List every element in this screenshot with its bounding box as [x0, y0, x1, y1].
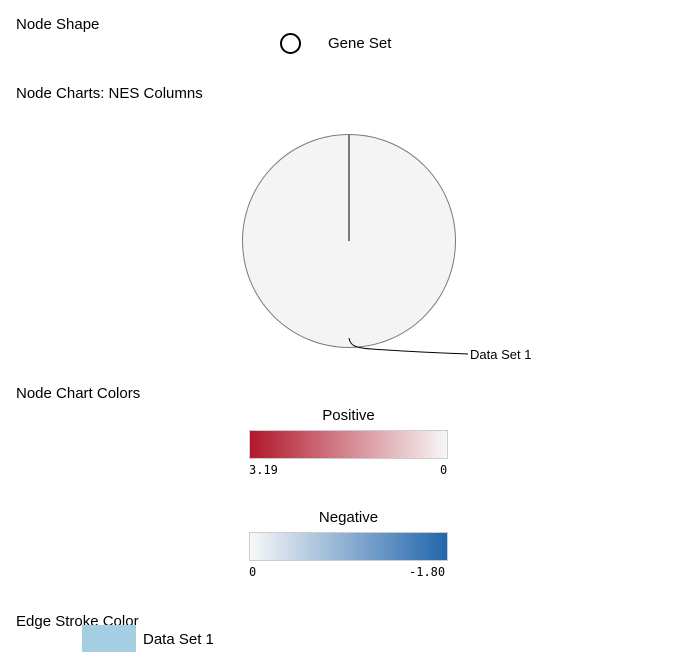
negative-scale-title: Negative: [318, 509, 379, 526]
edge-color-swatch: [82, 625, 136, 652]
node-shape-title: Node Shape: [16, 16, 100, 33]
negative-max-label: -1.80: [409, 565, 446, 579]
pie-slice-label: Data Set 1: [470, 347, 531, 362]
pie-label-leader-line: [348, 337, 469, 355]
node-charts-title: Node Charts: NES Columns: [16, 85, 203, 102]
gene-set-circle-icon: [280, 33, 301, 54]
gene-set-label: Gene Set: [328, 35, 392, 52]
negative-color-gradient: [249, 532, 448, 561]
positive-scale-title: Positive: [322, 407, 375, 424]
positive-max-label: 0: [440, 463, 448, 477]
positive-min-label: 3.19: [249, 463, 278, 477]
node-chart-colors-title: Node Chart Colors: [16, 385, 141, 402]
negative-min-label: 0: [249, 565, 257, 579]
edge-data-set-label: Data Set 1: [143, 631, 214, 648]
positive-color-gradient: [249, 430, 448, 459]
